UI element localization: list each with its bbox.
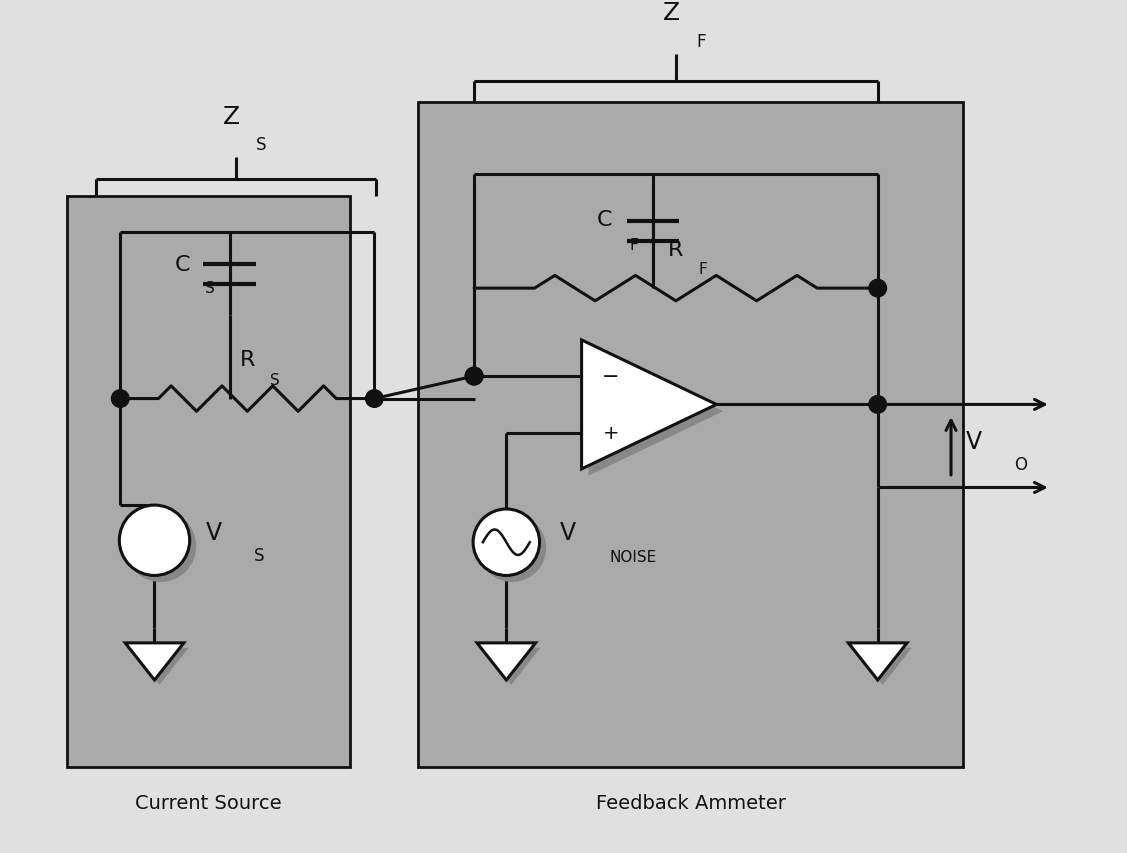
Circle shape: [365, 391, 383, 408]
Polygon shape: [477, 643, 535, 680]
Text: V: V: [966, 430, 982, 454]
Text: V: V: [205, 521, 221, 545]
Circle shape: [473, 509, 540, 576]
Text: S: S: [205, 281, 215, 296]
Text: −: −: [602, 367, 620, 386]
Circle shape: [869, 280, 887, 298]
Text: Current Source: Current Source: [135, 792, 282, 812]
Text: F: F: [696, 32, 706, 50]
Text: F: F: [629, 238, 638, 252]
FancyBboxPatch shape: [418, 103, 962, 767]
Text: Z: Z: [663, 1, 680, 26]
Circle shape: [465, 368, 482, 386]
Circle shape: [479, 515, 545, 582]
Text: C: C: [596, 210, 612, 230]
FancyBboxPatch shape: [66, 197, 350, 767]
Text: Z: Z: [223, 105, 240, 129]
Text: F: F: [699, 262, 708, 276]
Text: R: R: [240, 350, 255, 370]
Circle shape: [869, 396, 887, 414]
Polygon shape: [849, 643, 907, 680]
Text: NOISE: NOISE: [610, 549, 657, 565]
Circle shape: [119, 506, 189, 576]
Text: S: S: [255, 546, 265, 565]
Polygon shape: [125, 643, 184, 680]
Circle shape: [125, 511, 196, 582]
Polygon shape: [582, 340, 717, 469]
Text: O: O: [1014, 455, 1028, 473]
Text: R: R: [668, 240, 684, 259]
Polygon shape: [853, 648, 912, 685]
Polygon shape: [482, 648, 541, 685]
Text: S: S: [269, 372, 279, 387]
Text: V: V: [560, 521, 576, 545]
Circle shape: [465, 368, 482, 386]
Text: +: +: [603, 424, 619, 443]
Circle shape: [112, 391, 130, 408]
Text: C: C: [175, 255, 190, 275]
Polygon shape: [588, 347, 724, 476]
Text: S: S: [256, 136, 267, 154]
Text: Feedback Ammeter: Feedback Ammeter: [595, 792, 786, 812]
Polygon shape: [130, 648, 188, 685]
